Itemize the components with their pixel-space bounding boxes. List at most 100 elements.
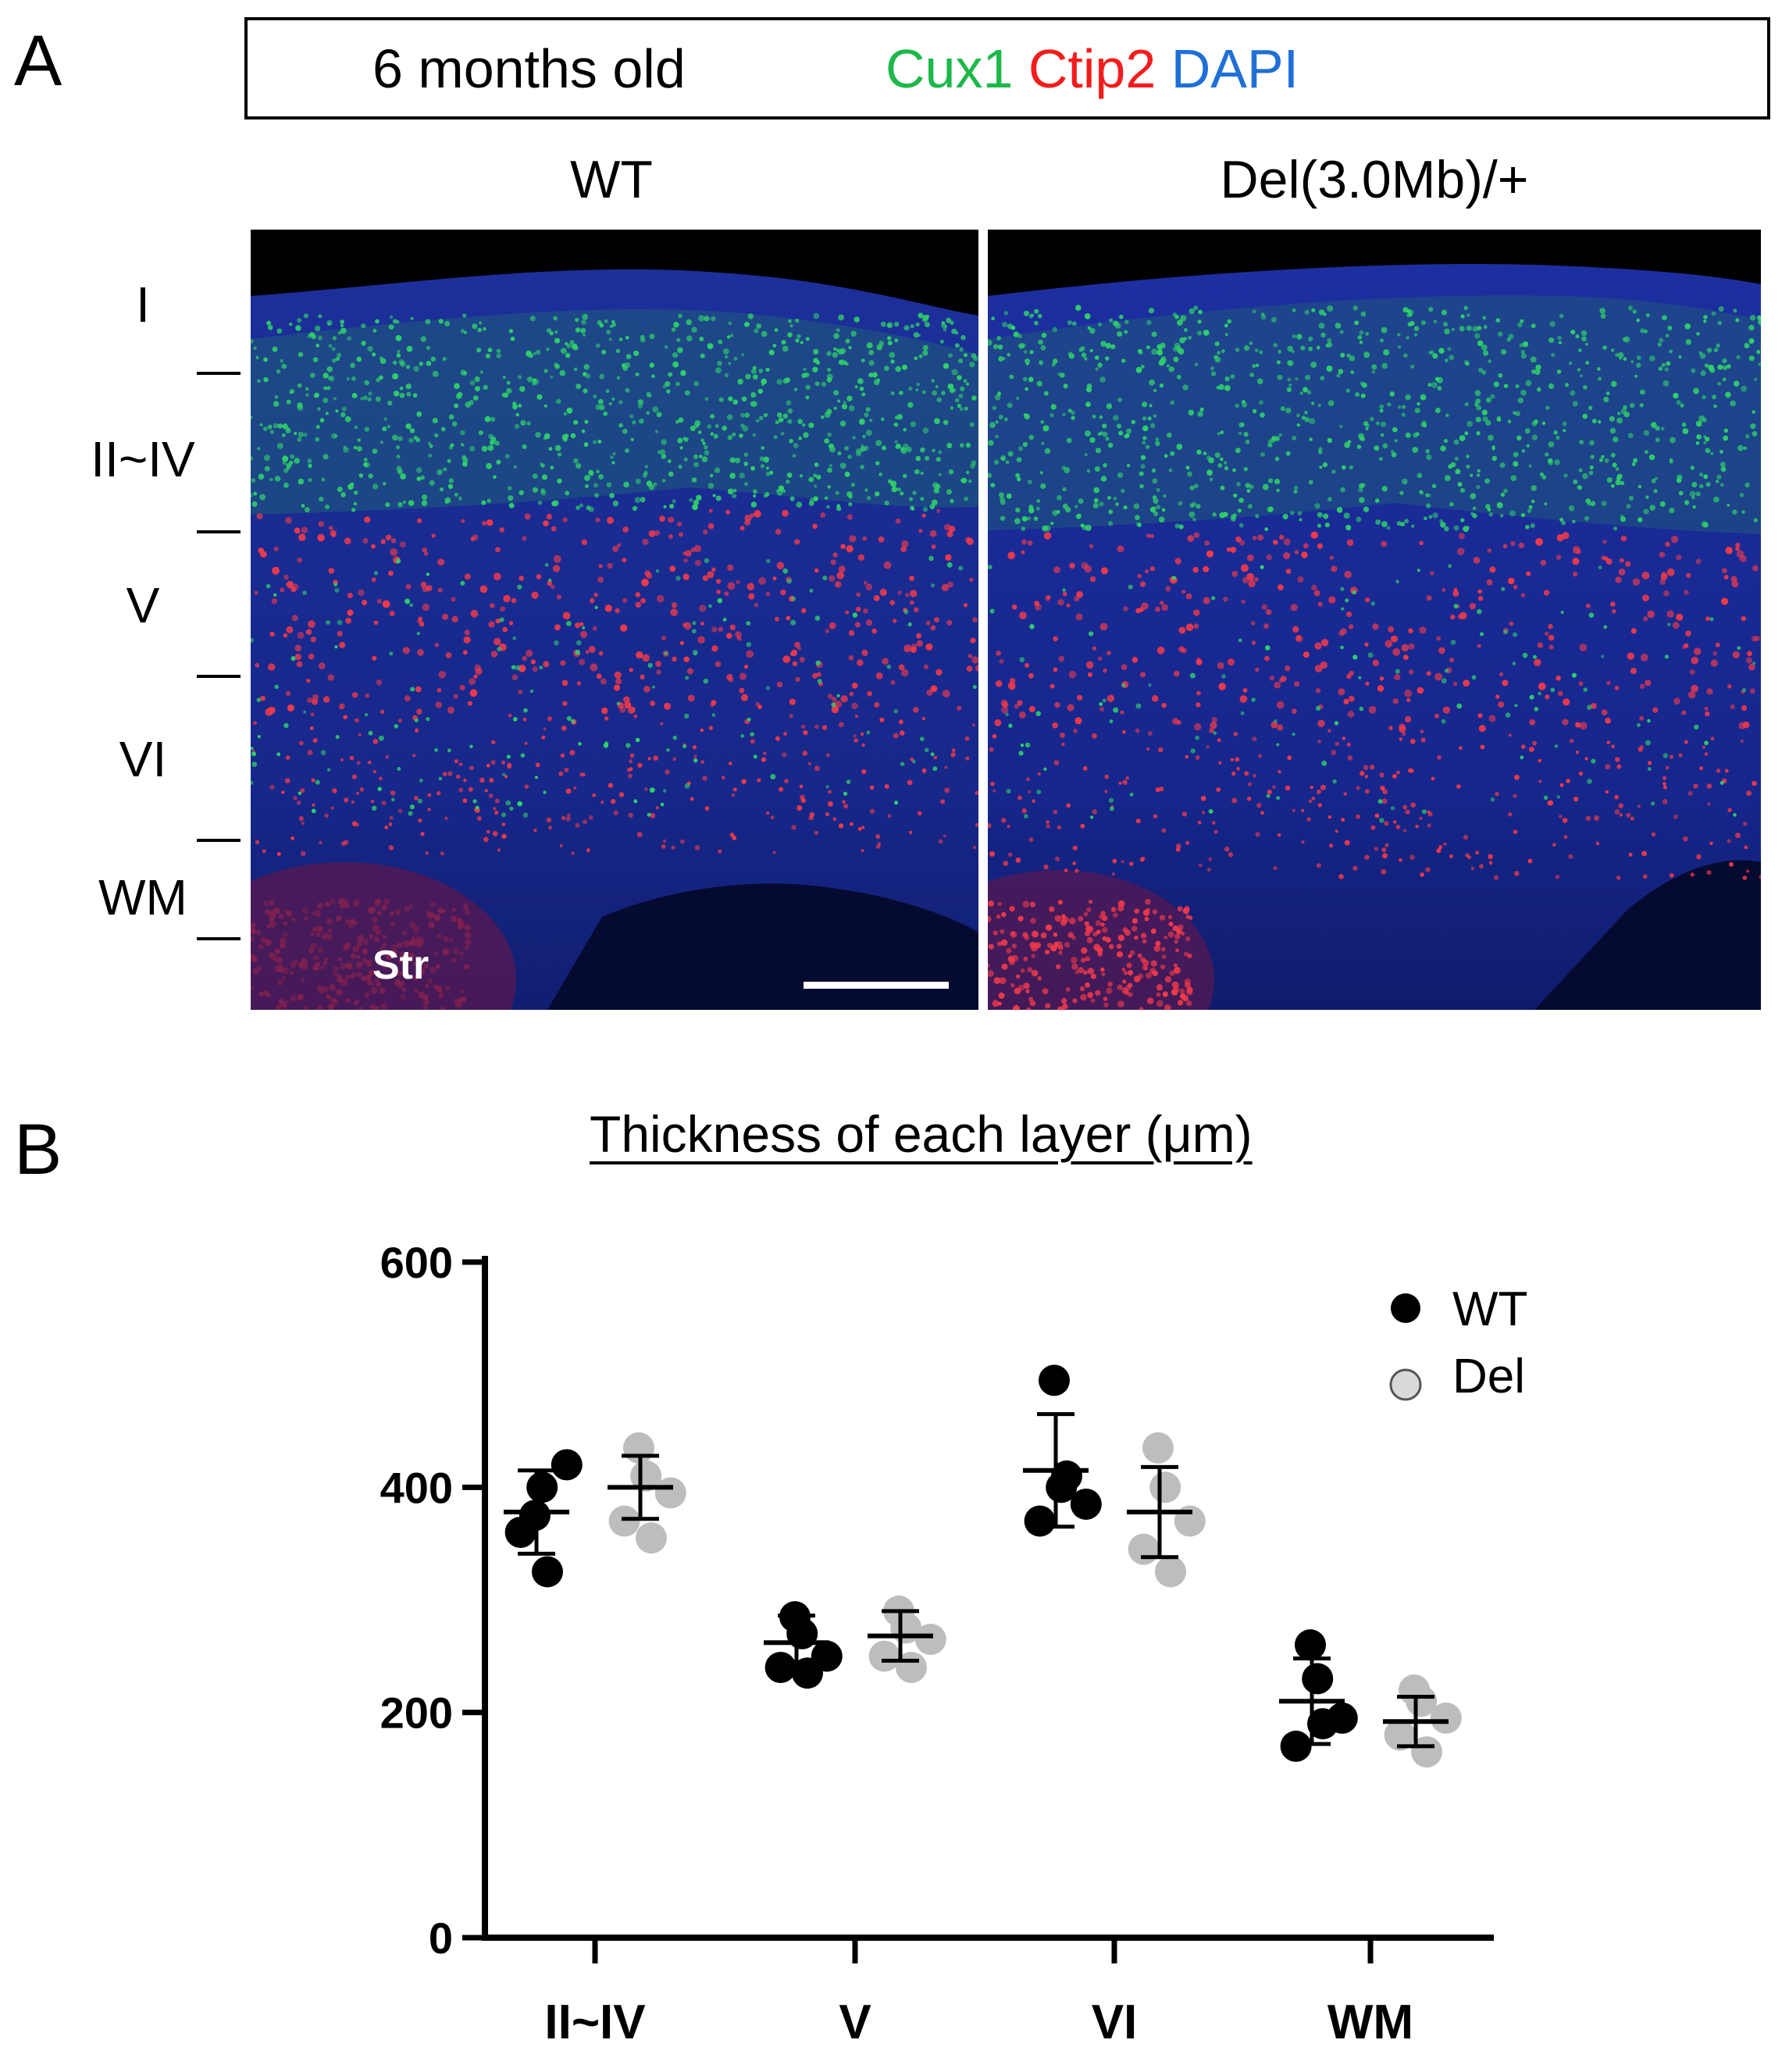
ctip2-cell <box>382 600 390 608</box>
cux1-cell <box>1030 313 1035 318</box>
ctip2-cell <box>1712 651 1717 656</box>
cux1-cell <box>790 619 796 626</box>
cux1-cell <box>571 719 576 724</box>
cux1-cell <box>389 651 394 656</box>
cux1-cell <box>1520 319 1524 323</box>
cux1-cell <box>675 381 680 387</box>
cux1-cell <box>1259 400 1263 405</box>
ctip2-cell <box>543 520 549 526</box>
ctip2-cell <box>301 526 308 533</box>
ctip2-cell <box>861 649 868 657</box>
cux1-cell <box>1703 474 1709 480</box>
ctip2-cell <box>965 537 971 544</box>
cux1-cell <box>1477 326 1482 330</box>
ctip2-cell <box>1274 681 1281 689</box>
cux1-cell <box>759 456 764 462</box>
cux1-cell <box>1583 687 1588 692</box>
cux1-cell <box>1723 428 1728 433</box>
ctip2-cell <box>573 786 577 790</box>
ctip2-cell <box>1117 1000 1124 1007</box>
cux1-cell <box>693 499 700 506</box>
layer-boundary-tick <box>197 937 241 940</box>
cux1-cell <box>1326 341 1333 348</box>
cux1-cell <box>1177 319 1183 326</box>
ctip2-cell <box>1028 790 1032 794</box>
ctip2-cell <box>860 732 864 736</box>
cux1-cell <box>796 501 803 508</box>
cux1-cell <box>420 336 426 342</box>
ctip2-cell <box>1513 829 1518 834</box>
cux1-cell <box>251 751 256 757</box>
cux1-cell <box>1097 322 1102 326</box>
cux1-cell <box>1099 415 1103 419</box>
ctip2-cell <box>846 514 853 520</box>
ctip2-cell <box>1630 816 1634 821</box>
cux1-cell <box>474 376 480 383</box>
ctip2-cell <box>772 576 777 581</box>
cux1-cell <box>1327 337 1332 343</box>
cux1-cell <box>588 506 594 512</box>
ctip2-cell <box>486 763 490 768</box>
cux1-cell <box>1733 813 1737 817</box>
cux1-cell <box>608 402 612 406</box>
ctip2-cell <box>1579 644 1588 651</box>
cux1-cell <box>1280 406 1285 412</box>
cux1-cell <box>1190 748 1196 754</box>
cux1-cell <box>903 325 910 331</box>
cux1-cell <box>1160 342 1166 349</box>
cux1-cell <box>657 450 661 455</box>
ctip2-cell <box>425 851 429 855</box>
cux1-cell <box>1217 432 1221 436</box>
cux1-cell <box>750 732 755 737</box>
ctip2-cell <box>729 624 736 630</box>
cux1-cell <box>836 505 842 512</box>
cux1-cell <box>335 735 340 740</box>
ctip2-cell <box>1346 612 1352 618</box>
cux1-cell <box>532 473 538 479</box>
cux1-cell <box>1300 345 1306 351</box>
cux1-cell <box>1497 415 1501 420</box>
cux1-cell <box>331 347 336 351</box>
cux1-cell <box>417 798 422 804</box>
ctip2-cell <box>1727 808 1732 812</box>
ctip2-cell <box>846 545 854 553</box>
cux1-cell <box>1758 362 1761 366</box>
ctip2-cell <box>1707 802 1711 806</box>
cux1-cell <box>405 365 411 369</box>
ctip2-cell <box>1480 744 1485 750</box>
ctip2-cell <box>1178 626 1186 634</box>
ctip2-cell <box>1741 616 1746 622</box>
cux1-cell <box>932 390 938 396</box>
ctip2-cell <box>1277 833 1281 837</box>
ctip2-cell <box>1662 799 1668 804</box>
cux1-cell <box>948 469 954 475</box>
cux1-cell <box>827 432 832 437</box>
ctip2-cell <box>339 703 345 710</box>
cux1-cell <box>661 454 667 459</box>
cux1-cell <box>995 420 999 424</box>
cux1-cell <box>678 417 684 423</box>
ctip2-cell <box>1131 918 1138 924</box>
cux1-cell <box>413 366 419 373</box>
cux1-cell <box>989 422 996 428</box>
cux1-cell <box>1028 505 1034 510</box>
cux1-cell <box>1484 504 1491 509</box>
layer-label-ii-iv: II~IV <box>91 431 195 487</box>
ctip2-cell <box>1003 861 1009 866</box>
ctip2-cell <box>1117 950 1123 958</box>
cux1-cell <box>664 345 668 349</box>
ctip2-cell <box>1611 744 1615 749</box>
cux1-cell <box>575 318 579 323</box>
cux1-cell <box>734 457 741 464</box>
cux1-cell <box>1389 391 1395 397</box>
cux1-cell <box>447 748 451 753</box>
cux1-cell <box>1084 453 1088 457</box>
ctip2-cell <box>893 619 897 623</box>
ctip2-cell <box>1269 676 1274 681</box>
ctip2-cell <box>272 566 280 575</box>
ctip2-cell <box>1419 626 1427 634</box>
ctip2-cell <box>1514 774 1520 780</box>
ctip2-cell <box>732 836 737 840</box>
cux1-cell <box>1459 487 1466 493</box>
ctip2-cell <box>483 836 489 843</box>
